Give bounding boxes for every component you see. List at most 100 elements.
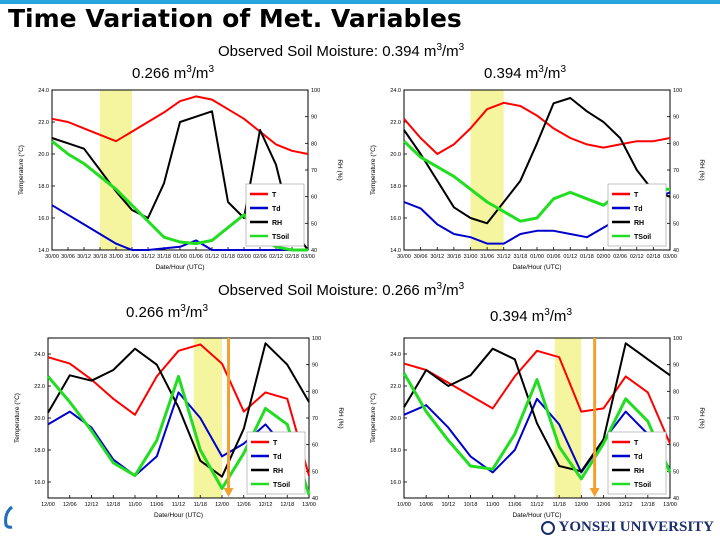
x-tick-label: 01/18 [580,254,594,260]
x-tick-label: 02/18 [646,254,660,260]
x-tick-label: 02/00 [237,254,251,260]
legend-label-td: Td [272,206,281,213]
x-tick-label: 02/00 [597,254,611,260]
chart-panel-1: 30/00 30/06 30/12 30/18 31/00 31/06 31/12 31/18… [17,88,343,271]
x-tick-label: 30/18 [447,254,461,260]
x-tick-label: 12/06 [237,502,251,508]
x-tick-label: 01/12 [205,254,219,260]
y2-tick-label: 80 [311,141,317,147]
legend-label-t: T [634,192,639,199]
x-tick-label: 30/12 [430,254,444,260]
x-tick-label: 02/06 [613,254,627,260]
x-tick-label: 01/06 [547,254,561,260]
x-tick-label: 30/12 [77,254,91,260]
y2-axis-label: RH (%) [698,159,705,180]
y-tick-label: 20.0 [38,152,49,158]
x-tick-label: 03/00 [663,254,677,260]
x-tick-label: 02/06 [253,254,267,260]
panel-label-2: 0.394 m3/m3 [484,64,566,82]
x-tick-label: 10/06 [419,502,433,508]
y2-tick-label: 70 [673,416,679,422]
y-axis-label: Temperature (°C) [369,145,377,195]
y-tick-label: 14.0 [38,248,49,254]
y-tick-label: 18.0 [390,448,401,454]
arrow-head-icon [589,488,600,497]
chart-panel-4: 10/00 10/06 10/12 10/18 11/00 11/06 11/12 11/18… [369,336,705,519]
observation-label-top: Observed Soil Moisture: 0.394 m3/m3 [218,42,465,60]
x-tick-label: 12/06 [63,502,77,508]
x-tick-label: 11/18 [552,502,565,508]
x-tick-label: 11/12 [530,502,543,508]
x-tick-label: 31/06 [480,254,494,260]
legend-label-rh: RH [634,468,644,475]
highlight-band [100,90,132,250]
y2-tick-label: 70 [312,416,318,422]
footer-university: YONSEI UNIVERSITY [540,519,714,536]
y2-tick-label: 50 [311,221,317,227]
y2-tick-label: 50 [673,221,679,227]
y2-tick-label: 50 [312,469,318,475]
y-tick-label: 16.0 [390,216,401,222]
y2-tick-label: 90 [673,363,679,369]
x-tick-label: 10/00 [397,502,411,508]
y-tick-label: 18.0 [390,184,401,190]
x-tick-label: 31/12 [141,254,155,260]
y-tick-label: 22.0 [38,120,49,126]
series-line-t [403,349,671,444]
x-tick-label: 10/12 [441,502,455,508]
x-tick-label: 11/06 [508,502,521,508]
y2-tick-label: 40 [312,496,318,502]
x-tick-label: 01/06 [189,254,203,260]
y-tick-label: 24.0 [34,352,45,358]
legend-label-rh: RH [634,220,644,227]
series-line-td [51,204,308,251]
y2-tick-label: 60 [673,195,679,201]
y-tick-label: 20.0 [390,416,401,422]
y-axis-label: Temperature (°C) [369,393,377,443]
y2-tick-label: 100 [311,88,320,94]
x-tick-label: 12/00 [574,502,588,508]
x-tick-label: 02/12 [630,254,644,260]
y2-axis-label: RH (%) [336,159,343,180]
y-tick-label: 16.0 [34,480,45,486]
x-axis-label: Date/Hour (UTC) [512,512,561,519]
series-line-rh [47,342,310,478]
series-line-t [51,95,309,155]
x-axis-label: Date/Hour (UTC) [512,264,561,271]
arrow-head-icon [223,488,234,497]
y-tick-label: 14.0 [390,248,401,254]
slide-title: Time Variation of Met. Variables [8,4,462,33]
x-tick-label: 12/12 [619,502,633,508]
y-axis-label: Temperature (°C) [13,393,21,443]
university-seal-icon [540,520,555,535]
series-line-t [403,101,671,155]
x-tick-label: 30/06 [414,254,428,260]
legend-label-t: T [272,192,277,199]
y2-tick-label: 60 [311,195,317,201]
x-tick-label: 31/00 [464,254,478,260]
legend-label-tsoil: TSoil [273,482,290,489]
y2-tick-label: 100 [312,336,321,342]
x-tick-label: 11/18 [194,502,207,508]
y2-tick-label: 50 [673,469,679,475]
x-tick-label: 31/06 [125,254,139,260]
legend-label-t: T [273,440,278,447]
x-tick-label: 12/06 [597,502,611,508]
y2-tick-label: 40 [673,248,679,254]
x-axis-label: Date/Hour (UTC) [154,512,203,519]
x-tick-label: 01/00 [173,254,187,260]
y2-tick-label: 90 [311,115,317,121]
x-tick-label: 12/18 [641,502,655,508]
panel-label-1: 0.266 m3/m3 [132,64,214,82]
left-logo-icon [4,505,13,529]
x-tick-label: 12/18 [280,502,294,508]
y2-tick-label: 60 [673,443,679,449]
y2-tick-label: 60 [312,443,318,449]
x-tick-label: 12/00 [41,502,55,508]
x-tick-label: 03/00 [301,254,315,260]
y2-axis-label: RH (%) [698,407,705,428]
footer-university-name: YONSEI UNIVERSITY [558,519,714,535]
x-tick-label: 12/18 [106,502,120,508]
x-tick-label: 11/00 [486,502,499,508]
x-tick-label: 31/18 [157,254,171,260]
